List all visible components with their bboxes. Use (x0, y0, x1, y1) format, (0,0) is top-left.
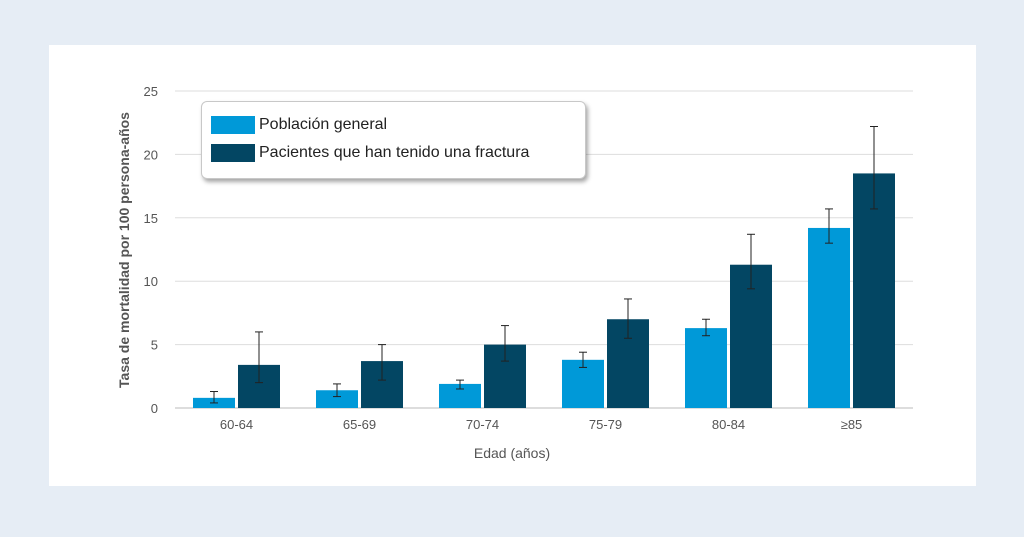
y-tick-label: 10 (144, 274, 158, 289)
y-tick-label: 5 (151, 338, 158, 353)
y-tick-label: 0 (151, 401, 158, 416)
x-tick-label: 80-84 (712, 417, 745, 432)
x-axis-title: Edad (años) (474, 445, 550, 461)
legend-label-fracture: Pacientes que han tenido una fractura (259, 144, 530, 161)
y-tick-label: 25 (144, 84, 158, 99)
bar-general (808, 227, 850, 408)
y-axis-title: Tasa de mortalidad por 100 persona-años (116, 112, 132, 388)
bar-fracture (853, 173, 895, 408)
bar-general (685, 328, 727, 408)
x-tick-label: 70-74 (466, 417, 499, 432)
legend-item-general: Población general (211, 116, 387, 134)
x-tick-label: 75-79 (589, 417, 622, 432)
x-tick-label: 65-69 (343, 417, 376, 432)
legend-swatch-general (211, 116, 255, 134)
bar-general (316, 390, 358, 408)
y-tick-label: 20 (144, 147, 158, 162)
legend-label-general: Población general (259, 116, 388, 133)
legend-swatch-fracture (211, 144, 255, 162)
legend: Población general Pacientes que han teni… (201, 101, 586, 179)
x-tick-label: ≥85 (841, 417, 863, 432)
legend-item-fracture: Pacientes que han tenido una fractura (211, 144, 529, 162)
x-tick-label: 60-64 (220, 417, 253, 432)
y-tick-label: 15 (144, 211, 158, 226)
